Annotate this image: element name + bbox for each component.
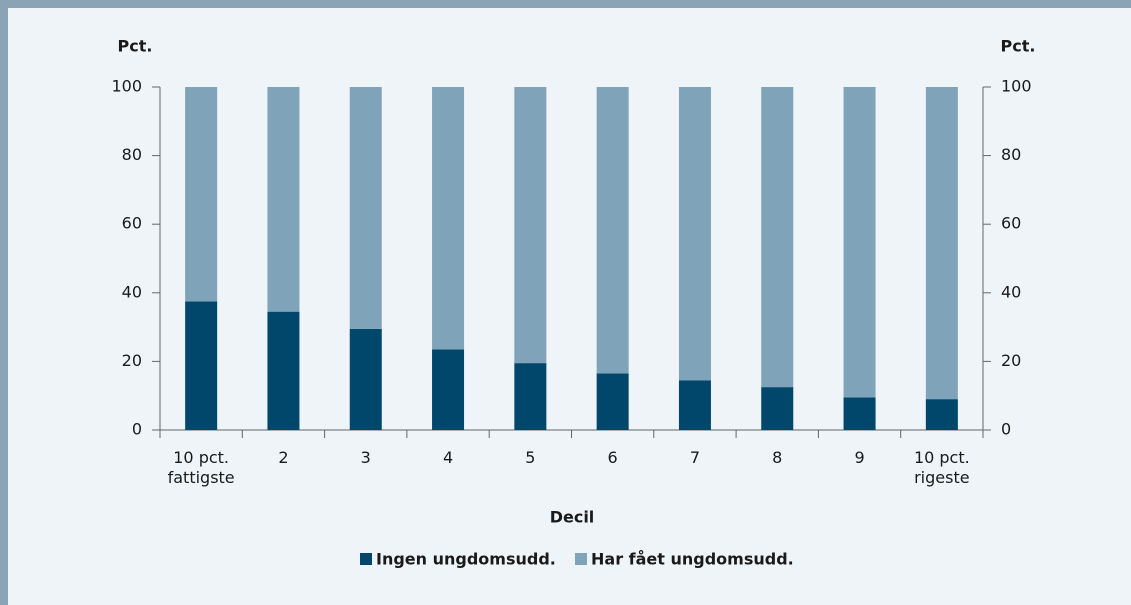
x-tick-label: 10 pct. rigeste <box>913 448 970 487</box>
bar-segment <box>349 87 382 329</box>
bar-segment <box>185 301 218 430</box>
bar-segment <box>925 87 958 400</box>
bar-segment <box>514 87 547 364</box>
y-tick-label: 80 <box>122 145 142 164</box>
x-tick-label: 10 pct. fattigste <box>167 448 235 487</box>
x-tick-label: 2 <box>278 448 289 467</box>
bar-segment <box>925 399 958 430</box>
bar-segment <box>432 87 465 350</box>
bar-segment <box>349 328 382 430</box>
bar-segment <box>514 363 547 430</box>
x-tick-label: 4 <box>442 448 454 467</box>
x-tick-label: 7 <box>689 448 701 467</box>
bar-segment <box>596 87 629 374</box>
y2-tick-label: 40 <box>1001 282 1021 301</box>
bar-segment <box>678 380 711 430</box>
legend-label: Ingen ungdomsudd. <box>376 550 556 569</box>
bar-segment <box>267 311 300 430</box>
y-tick-label: 20 <box>122 351 142 370</box>
x-tick-label: 6 <box>607 448 618 467</box>
y2-tick-label: 0 <box>1001 420 1011 439</box>
bar-segment <box>596 373 629 430</box>
y-tick-label: 60 <box>122 214 142 233</box>
bar-segment <box>843 397 876 430</box>
bar-segment <box>185 87 218 302</box>
legend-swatch <box>360 553 372 565</box>
bar-segment <box>267 87 300 312</box>
x-tick-label: 8 <box>772 448 783 467</box>
legend-swatch <box>575 553 587 565</box>
x-tick-label: 5 <box>525 448 536 467</box>
bar-segment <box>843 87 876 398</box>
bar-segment <box>761 387 794 430</box>
legend-label: Har fået ungdomsudd. <box>591 550 794 569</box>
y-axis-label: Pct. <box>118 37 153 56</box>
x-tick-label: 3 <box>360 448 371 467</box>
y2-tick-label: 20 <box>1001 351 1021 370</box>
bar-segment <box>432 349 465 430</box>
y2-tick-label: 100 <box>1001 77 1032 96</box>
y2-axis-label: Pct. <box>1001 37 1036 56</box>
y-tick-label: 100 <box>111 77 142 96</box>
y2-tick-label: 80 <box>1001 145 1021 164</box>
bar-segment <box>678 87 711 381</box>
bar-segment <box>761 87 794 388</box>
x-axis-label: Decil <box>550 508 595 527</box>
y-tick-label: 0 <box>132 420 142 439</box>
y-tick-label: 40 <box>122 282 142 301</box>
x-tick-label: 9 <box>854 448 865 467</box>
y2-tick-label: 60 <box>1001 214 1021 233</box>
